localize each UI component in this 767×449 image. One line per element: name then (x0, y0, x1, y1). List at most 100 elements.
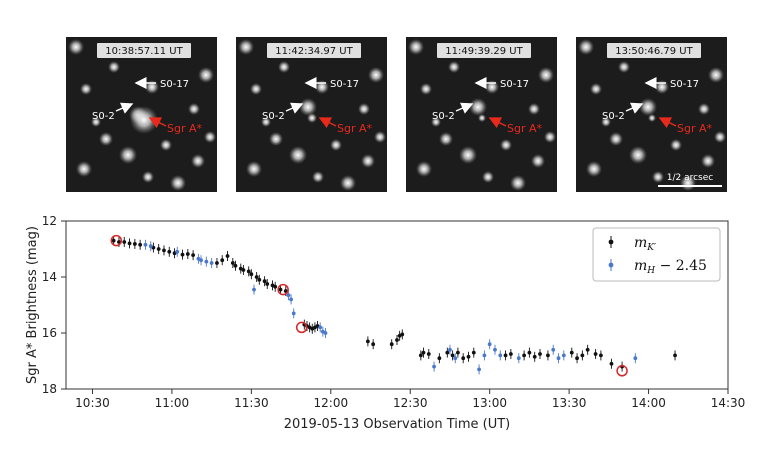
legend-mk-dot (608, 239, 614, 245)
mk-point (122, 240, 127, 244)
mk-point (527, 350, 532, 355)
highlight-circle (616, 365, 628, 377)
s02-label: S0-2 (92, 111, 115, 122)
mh-point (633, 356, 638, 361)
mk-point (162, 248, 166, 253)
series-mh (143, 239, 638, 375)
mk-point (257, 277, 262, 282)
highlighted-points (110, 234, 628, 377)
timestamp-box (437, 43, 531, 58)
star-field (238, 39, 386, 191)
panel-timestamp: 10:38:57.11 UT (105, 46, 183, 57)
mk-point (365, 339, 370, 344)
mh-point (453, 356, 458, 361)
y-axis-label: Sgr A* Brightness (mag) (25, 226, 40, 384)
light-curve-chart: 10:30 11:00 11:30 12:00 12:30 13:00 13:30 14:00… (25, 214, 745, 432)
mh-point (448, 347, 452, 352)
mk-point (421, 350, 426, 355)
sgr-label: Sgr A* (337, 122, 373, 135)
mh-point (432, 364, 436, 369)
s02-label: S0-2 (602, 111, 625, 122)
mh-point (318, 325, 323, 330)
mk-point (456, 350, 460, 355)
mk-point (215, 261, 219, 265)
mk-point (273, 284, 278, 289)
mk-point (503, 353, 508, 358)
mh-point (556, 356, 561, 361)
mk-point (400, 332, 405, 337)
mk-point (249, 272, 254, 277)
mk-point (220, 258, 225, 263)
mk-point (450, 353, 455, 358)
mk-point (371, 342, 376, 347)
mk-point (225, 254, 230, 258)
s02-label: S0-2 (432, 111, 455, 122)
mh-point (323, 331, 328, 335)
mk-point (673, 353, 677, 358)
mh-point (551, 347, 556, 352)
highlight-circle (110, 234, 123, 247)
sgr-arrow (318, 117, 337, 129)
mh-point (143, 242, 148, 247)
x-tick-label: 14:00 (631, 396, 666, 410)
s02-arrow (455, 102, 474, 114)
s017-label: S0-17 (500, 79, 529, 90)
mk-point (532, 354, 537, 359)
mh-point (286, 293, 291, 298)
mk-point (389, 342, 394, 347)
s02-arrow (625, 102, 644, 114)
sgr-label: Sgr A* (167, 122, 203, 135)
mk-point (437, 356, 442, 361)
mk-point (508, 352, 513, 356)
timestamp-box (607, 43, 701, 58)
timestamp-box (267, 43, 361, 58)
sgr-label: Sgr A* (677, 122, 713, 135)
scale-bar-label: 1/2 arcsec (667, 173, 714, 183)
x-tick-label: 12:00 (314, 396, 349, 410)
x-tick-label: 13:00 (472, 396, 507, 410)
mk-point (156, 247, 161, 251)
highlight-circle (277, 283, 289, 296)
mk-point (254, 275, 259, 279)
x-axis-label: 2019-05-13 Observation Time (UT) (284, 417, 511, 432)
mh-point (487, 342, 492, 347)
mk-point (167, 249, 172, 254)
mk-point (585, 347, 590, 352)
legend-mk-sym: m (634, 235, 647, 251)
timestamp-box (97, 43, 191, 58)
mk-point (445, 350, 450, 355)
x-tick-label: 14:30 (711, 396, 746, 410)
x-tick-label: 11:30 (234, 396, 269, 410)
mh-point (493, 347, 497, 352)
mk-point (609, 361, 614, 366)
sgr-arrow (488, 117, 507, 129)
legend-mh-sym: m (634, 258, 647, 274)
mk-point (233, 263, 238, 268)
legend-mk-label: mK′ (634, 235, 656, 253)
mh-point (148, 244, 153, 249)
mk-point (230, 261, 235, 265)
s017-label: S0-17 (160, 79, 189, 90)
mh-point (498, 353, 503, 358)
mk-point (466, 354, 471, 359)
mk-point (191, 253, 196, 258)
mh-point (199, 258, 203, 263)
mk-point (138, 242, 143, 247)
mk-point (598, 353, 603, 358)
sgr-arrow (148, 117, 167, 129)
legend-mh-rest: − 2.45 (655, 258, 707, 274)
mh-point (561, 353, 566, 358)
mk-point (241, 268, 246, 272)
mh-point (175, 249, 180, 254)
s02-arrow (115, 102, 134, 114)
y-tick-label: 18 (42, 382, 57, 396)
mk-point (278, 287, 283, 292)
sgr-label: Sgr A* (507, 122, 543, 135)
legend-box (592, 227, 721, 282)
mh-point (289, 297, 293, 302)
mh-point (482, 353, 487, 358)
legend-mh-label: mH − 2.45 (634, 258, 707, 276)
panel-timestamp: 11:42:34.97 UT (275, 46, 353, 57)
legend: mK′ mH − 2.45 (592, 227, 721, 282)
y-tick-label: 16 (42, 326, 57, 340)
